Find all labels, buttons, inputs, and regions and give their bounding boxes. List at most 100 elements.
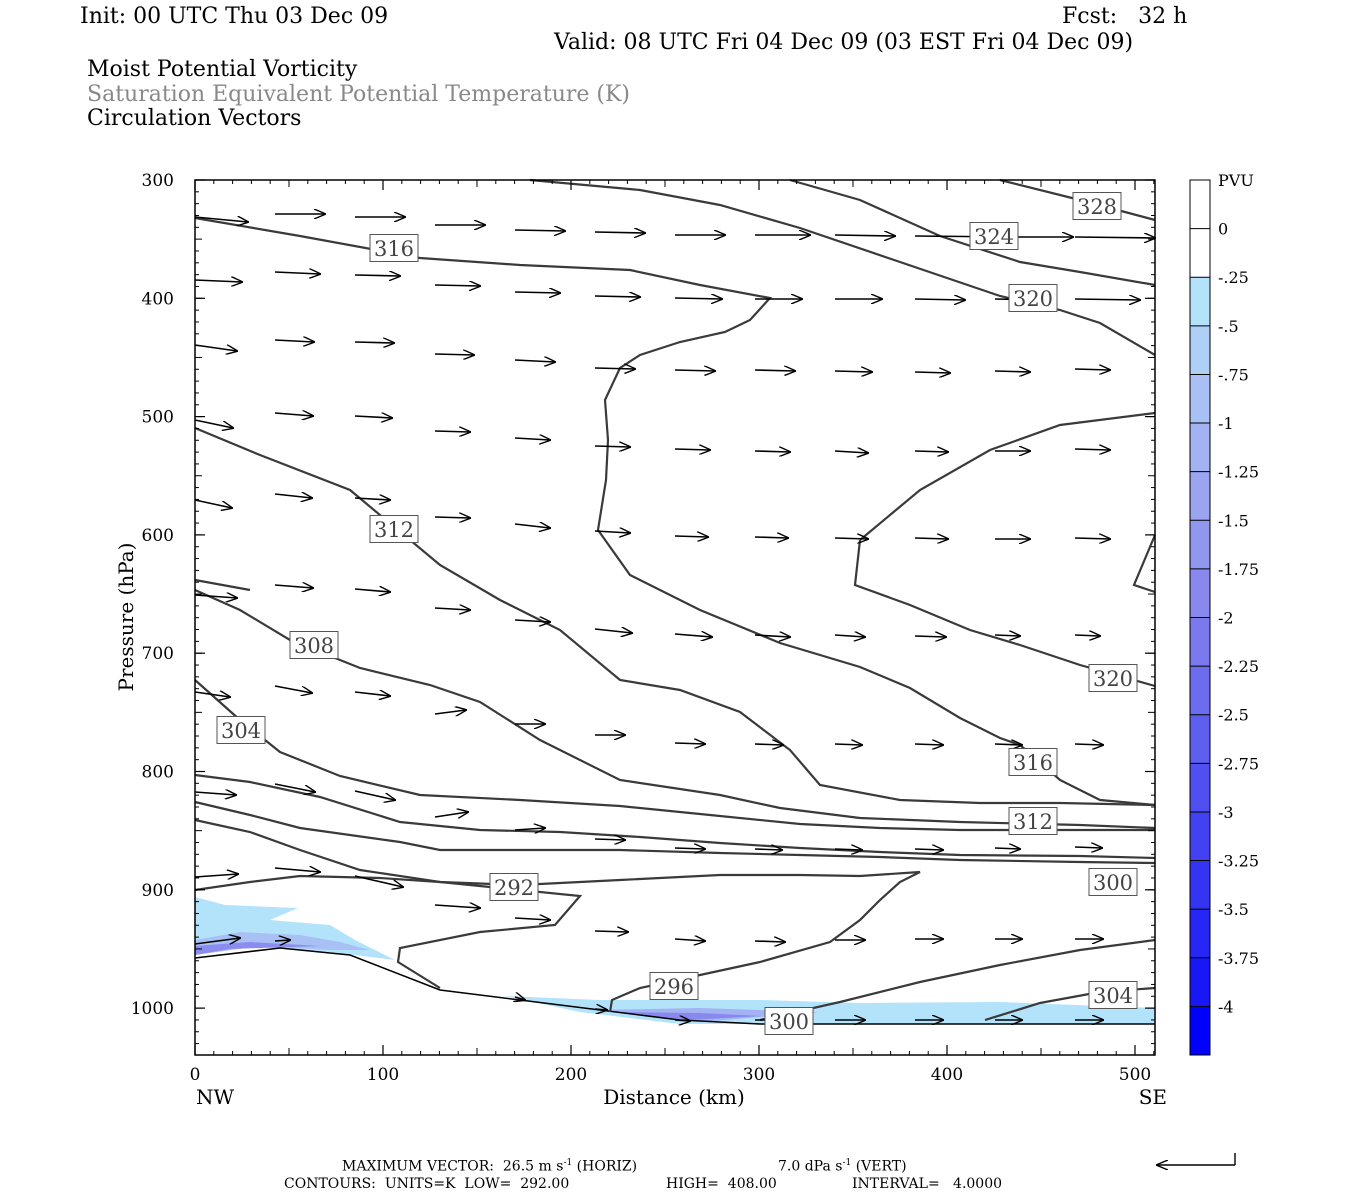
contour-label: 292 — [494, 876, 534, 900]
circulation-vector — [434, 905, 480, 908]
circulation-vector — [914, 451, 948, 452]
circulation-vector — [514, 524, 550, 528]
contour-line — [1132, 534, 1157, 594]
y-tick-label: 900 — [142, 881, 174, 901]
circulation-vector — [274, 494, 312, 498]
circulation-vector — [834, 451, 868, 453]
circulation-vector — [434, 517, 470, 518]
colorbar-cell — [1190, 763, 1210, 812]
colorbar-label: -4 — [1218, 997, 1234, 1016]
forecast-hour: Fcst: 32 h — [1062, 4, 1188, 29]
circulation-vector — [194, 692, 230, 697]
colorbar-label: -.25 — [1218, 268, 1249, 287]
contour-label: 316 — [374, 237, 414, 261]
pvu-colorbar: PVU 0 -.25 -.5 -.75 -1 -1.25 -1.5 -1.75 -2 -2.25 -2… — [1189, 171, 1259, 1056]
contour-label: 304 — [221, 719, 261, 743]
contour-label-box — [1088, 981, 1138, 1009]
x-tick-label: 300 — [743, 1065, 775, 1085]
circulation-vector — [194, 499, 232, 508]
circulation-vector — [834, 744, 862, 745]
horiz-exponent: -1 — [563, 1158, 573, 1168]
max-horiz-value: 26.5 — [502, 1158, 535, 1175]
y-axis-label: Pressure (hPa) — [114, 543, 138, 692]
circulation-vector — [1074, 237, 1155, 238]
circulation-vector — [1074, 538, 1110, 539]
circulation-vector — [674, 449, 710, 450]
colorbar-label: -2.25 — [1218, 657, 1259, 676]
colorbar-label: -.5 — [1218, 317, 1239, 336]
contour-label: 320 — [1013, 287, 1053, 311]
contour-line — [194, 874, 583, 989]
contours-interval-line: INTERVAL= 4.0000 — [852, 1176, 1002, 1192]
circulation-vector — [354, 790, 395, 800]
circulation-vector — [994, 848, 1020, 849]
circulation-vector — [514, 230, 565, 231]
contour-label-box — [1088, 664, 1138, 692]
colorbar-cell — [1190, 180, 1210, 229]
x-tick-label: 500 — [1119, 1065, 1151, 1085]
circulation-vector — [194, 217, 248, 222]
field-title-vectors: Circulation Vectors — [87, 106, 302, 131]
y-tick-label: 500 — [142, 408, 174, 428]
circulation-vector — [514, 918, 550, 920]
circulation-vector — [674, 536, 708, 537]
circulation-vector — [754, 849, 782, 850]
colorbar-cell — [1190, 811, 1210, 861]
contour-line — [194, 578, 251, 592]
circulation-vector — [594, 1009, 607, 1010]
circulation-vector — [754, 941, 785, 942]
field-title-theta-es: Saturation Equivalent Potential Temperat… — [87, 82, 630, 107]
colorbar-cell — [1190, 909, 1210, 958]
colorbar-label: -1.25 — [1218, 463, 1259, 482]
circulation-vector — [514, 438, 550, 440]
circulation-vector — [994, 635, 1020, 636]
colorbar-cell — [1190, 423, 1210, 472]
circulation-vector — [354, 416, 392, 418]
circulation-vector — [914, 538, 948, 539]
circulation-vector — [914, 744, 943, 745]
circulation-vector — [754, 537, 788, 538]
circulation-vector — [194, 595, 237, 598]
init-time: Init: 00 UTC Thu 03 Dec 09 — [80, 4, 389, 29]
max-vert-line: 7.0 dPa s-1 (VERT) — [778, 1158, 907, 1175]
circulation-vector — [514, 828, 545, 830]
circulation-vector — [754, 451, 790, 452]
circulation-vector — [194, 344, 237, 351]
circulation-vector — [834, 371, 872, 372]
x-tick-label: 100 — [367, 1065, 399, 1085]
colorbar-cell — [1190, 471, 1210, 521]
circulation-vector — [1074, 635, 1100, 636]
circulation-vector — [274, 685, 312, 693]
x-tick-label: 400 — [931, 1065, 963, 1085]
colorbar-cell — [1190, 1006, 1210, 1055]
colorbar-unit: PVU — [1218, 171, 1254, 190]
circulation-vector — [834, 635, 865, 637]
contour-label-box — [289, 631, 339, 659]
circulation-vectors — [194, 214, 1155, 1021]
circulation-vector — [594, 531, 630, 533]
circulation-vector — [594, 931, 628, 932]
vert-exponent: -1 — [842, 1158, 852, 1168]
circulation-vector — [754, 744, 783, 745]
contour-labels: 292 296 300 300 304 304 308 312 312 316 316 320 320 3… — [216, 192, 1138, 1035]
contour-label: 324 — [974, 225, 1014, 249]
circulation-vector — [434, 431, 470, 432]
circulation-vector — [274, 940, 290, 941]
contour-label-box — [764, 1007, 814, 1035]
contour-line — [194, 679, 1155, 832]
max-vector-label: MAXIMUM VECTOR: — [342, 1158, 494, 1175]
colorbar-cell — [1190, 568, 1210, 618]
contour-label: 308 — [294, 634, 334, 658]
y-tick-label: 600 — [142, 526, 174, 546]
circulation-vector — [514, 292, 560, 293]
contour-line — [759, 938, 1156, 1022]
contour-label-box — [216, 716, 266, 744]
contour-line — [194, 588, 1156, 830]
colorbar-cell — [1190, 957, 1210, 1007]
max-vert-unit: dPa s — [804, 1158, 843, 1175]
circulation-vector — [994, 371, 1030, 372]
circulation-vector — [274, 272, 320, 274]
contours-low: 292.00 — [520, 1176, 570, 1192]
colorbar-label: 0 — [1218, 220, 1228, 239]
max-vector-line: MAXIMUM VECTOR: 26.5 m s-1 (HORIZ) — [342, 1158, 637, 1175]
